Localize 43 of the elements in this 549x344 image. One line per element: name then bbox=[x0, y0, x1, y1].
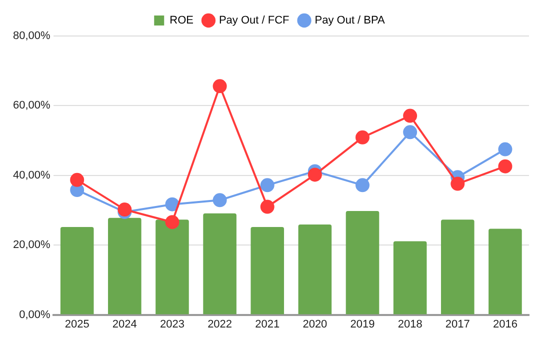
x-tick-label: 2021 bbox=[255, 318, 280, 330]
point bbox=[212, 79, 227, 94]
point bbox=[308, 168, 322, 182]
point bbox=[403, 108, 418, 123]
x-tick-label: 2016 bbox=[492, 318, 518, 330]
bar bbox=[440, 220, 474, 314]
y-tick-label: 40,00% bbox=[12, 169, 51, 182]
bar bbox=[346, 210, 380, 314]
point bbox=[165, 197, 180, 212]
point bbox=[212, 193, 227, 208]
x-tick-label: 2023 bbox=[160, 318, 184, 330]
x-tick-label: 2019 bbox=[350, 318, 375, 330]
point bbox=[165, 215, 180, 230]
point bbox=[498, 159, 512, 174]
legend-label: Pay Out / FCF bbox=[218, 14, 290, 27]
bar bbox=[298, 224, 332, 314]
legend-label: Pay Out / BPA bbox=[314, 14, 386, 27]
bar bbox=[156, 220, 189, 314]
x-tick-label: 2022 bbox=[208, 318, 232, 330]
point bbox=[450, 176, 465, 191]
bar bbox=[108, 218, 142, 314]
point bbox=[356, 178, 370, 192]
legend-label: ROE bbox=[170, 14, 194, 27]
point bbox=[498, 142, 512, 156]
y-tick-label: 60,00% bbox=[12, 100, 51, 112]
bar bbox=[203, 213, 236, 314]
point bbox=[70, 172, 84, 187]
bar bbox=[250, 226, 284, 314]
x-tick-label: 2020 bbox=[302, 318, 328, 330]
x-tick-label: 2018 bbox=[398, 318, 422, 330]
point bbox=[260, 200, 274, 214]
bar bbox=[60, 226, 94, 314]
y-tick-label: 20,00% bbox=[12, 239, 51, 252]
point bbox=[403, 125, 418, 140]
bar bbox=[488, 228, 522, 314]
x-tick-label: 2024 bbox=[112, 318, 137, 330]
x-tick-label: 2025 bbox=[64, 318, 90, 330]
point bbox=[356, 130, 370, 144]
point bbox=[260, 178, 274, 192]
bar bbox=[393, 241, 427, 314]
y-tick-label: 0,00% bbox=[19, 308, 51, 321]
x-tick-label: 2017 bbox=[445, 318, 470, 330]
y-tick-label: 80,00% bbox=[12, 30, 51, 42]
